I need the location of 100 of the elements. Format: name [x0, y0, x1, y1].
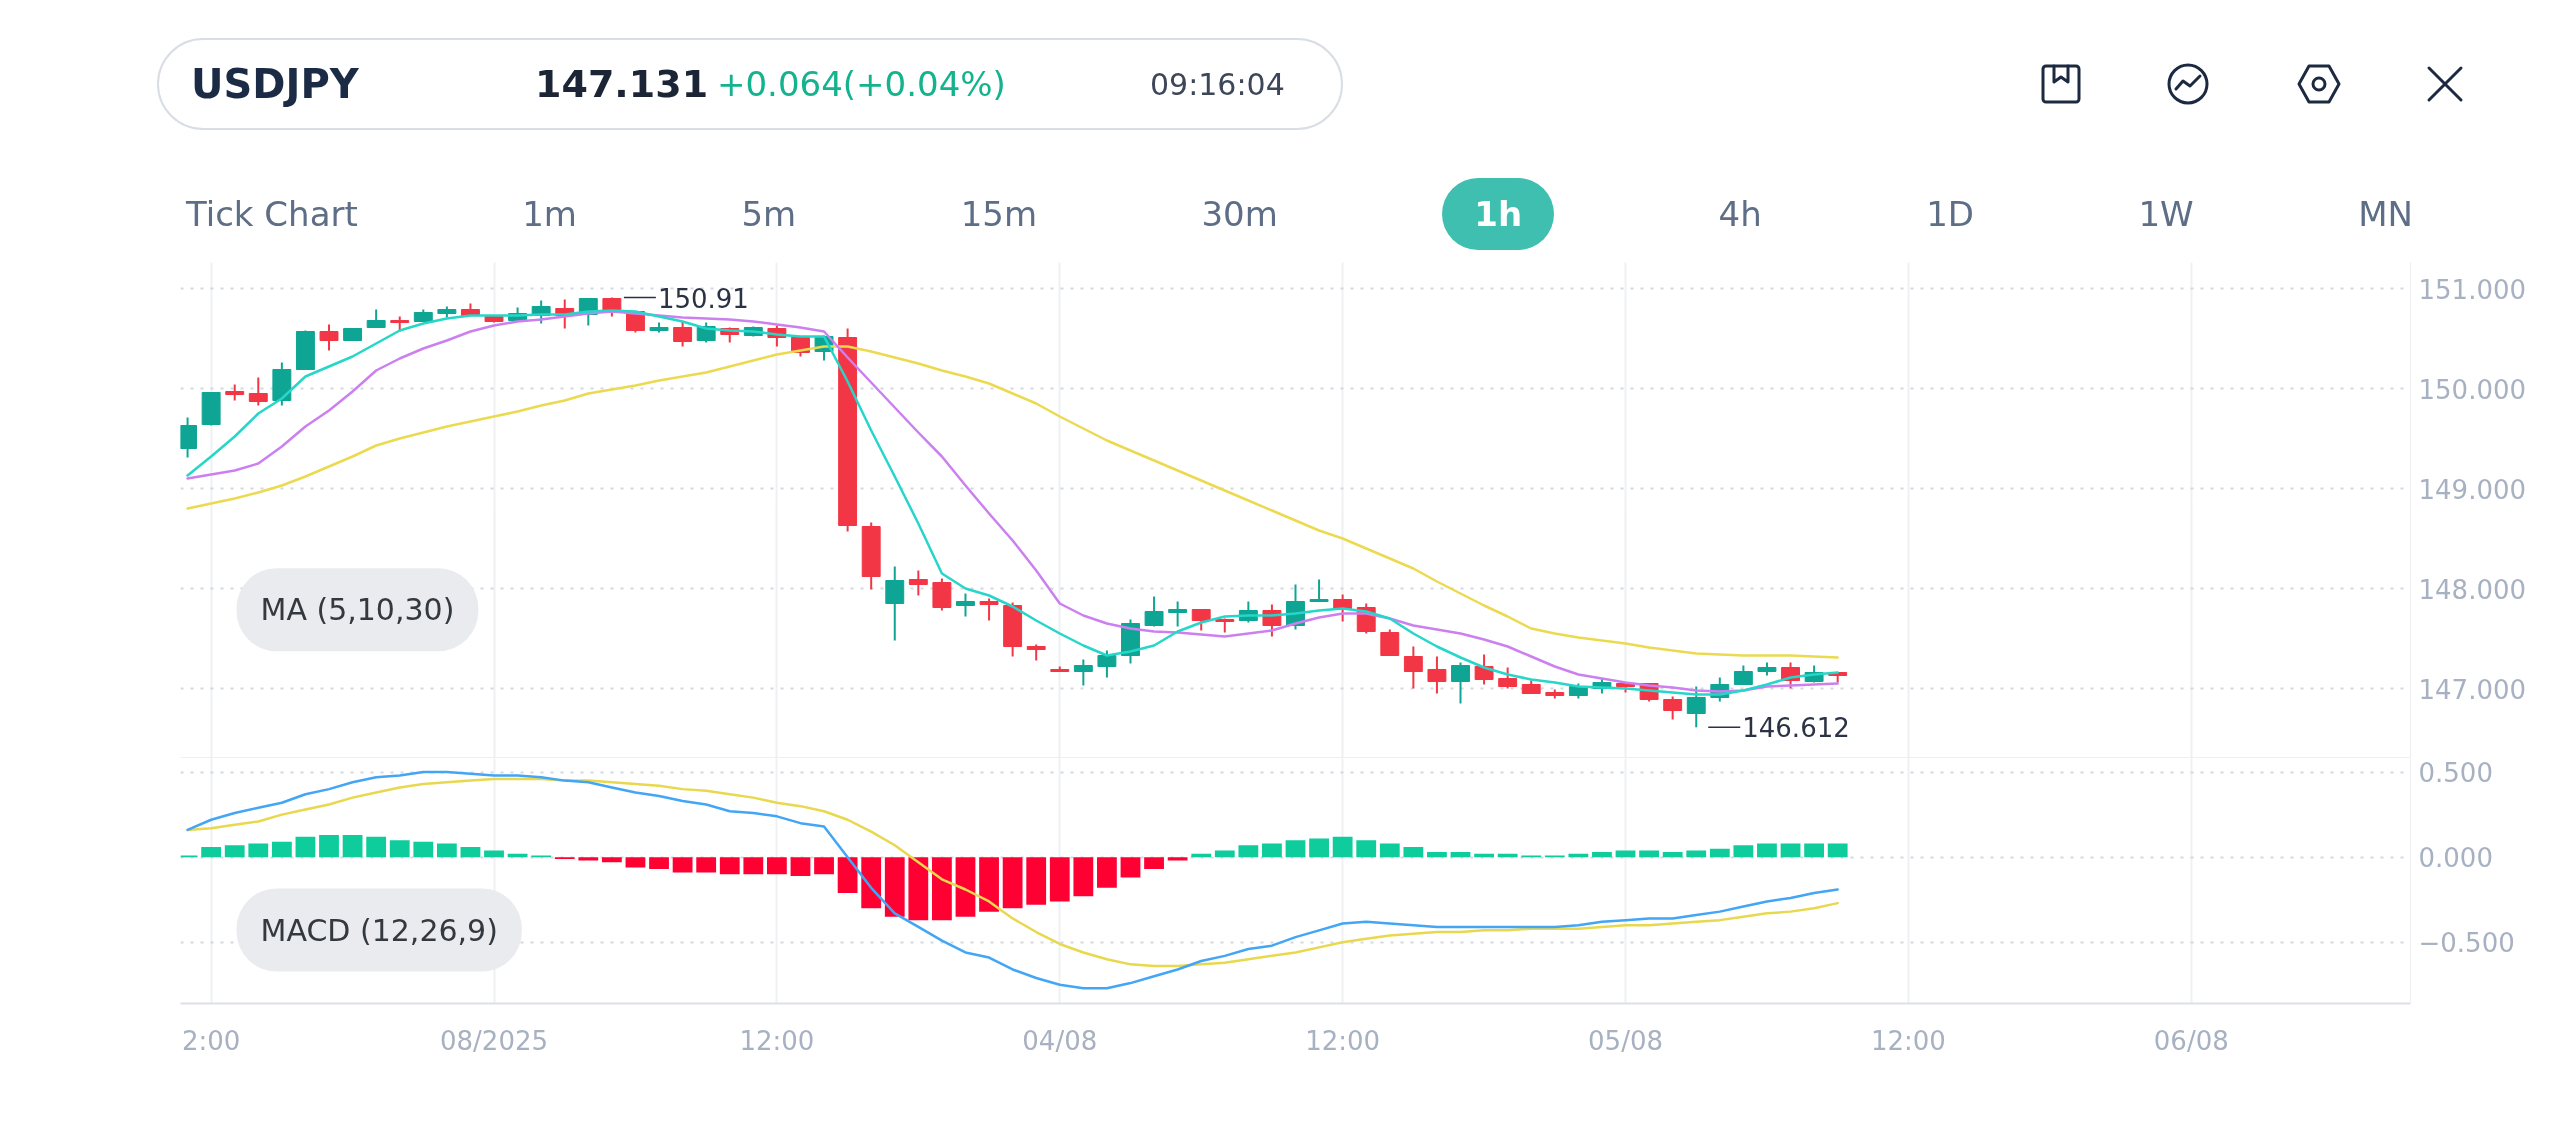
bar [1073, 857, 1094, 897]
y-tick-label: −0.500 [2418, 928, 2515, 959]
text: 15m [960, 193, 1038, 236]
bar [1592, 852, 1612, 858]
bar [1238, 845, 1259, 858]
bar [1026, 857, 1047, 905]
bar [578, 857, 599, 861]
bar [342, 835, 363, 858]
text: +0.064(+0.04%) [717, 63, 1006, 106]
bar [1332, 836, 1353, 858]
y-tick-label: 0.000 [2418, 843, 2493, 874]
bar [460, 846, 481, 858]
bar [1804, 843, 1825, 858]
y-tick-label: 0.500 [2418, 758, 2493, 789]
bar [1191, 853, 1212, 858]
bar [319, 835, 339, 858]
candlestick [1498, 666, 1518, 690]
text: 1W [2138, 193, 2194, 236]
bar [436, 843, 457, 858]
x-tick-label: 12:00 [1305, 1025, 1381, 1056]
bar [814, 857, 834, 875]
candlestick [979, 597, 999, 622]
candlestick [1451, 661, 1470, 705]
bar [719, 857, 740, 875]
bar [1757, 843, 1777, 858]
bar [884, 857, 905, 917]
bar [1356, 840, 1377, 858]
candlestick [1403, 645, 1423, 690]
bar [1285, 840, 1306, 858]
bar [979, 857, 999, 912]
candlestick [673, 320, 693, 348]
bar [649, 857, 669, 870]
y-tick-label: 150.000 [2418, 374, 2527, 405]
bar [790, 857, 811, 876]
bar [766, 857, 787, 875]
bar [1002, 857, 1023, 909]
x-tick-label: 2:00 [181, 1025, 241, 1056]
x-tick-label: 12:00 [1870, 1025, 1946, 1056]
candlestick [319, 323, 339, 352]
candlestick [1073, 658, 1093, 687]
annotation: MA (5,10,30) [260, 592, 455, 628]
text: 1D [1926, 193, 1975, 236]
text: 4h [1718, 193, 1762, 236]
bar [484, 850, 504, 858]
bar [1827, 843, 1848, 858]
text: USDJPY [191, 60, 359, 109]
candlestick [1380, 628, 1400, 657]
candlestick [956, 592, 975, 618]
bar [672, 857, 693, 873]
x-tick-label: 04/08 [1022, 1025, 1098, 1056]
annotation: 146.612 [1742, 713, 1850, 744]
bar [1450, 852, 1471, 858]
bar [1120, 857, 1141, 878]
bar [389, 840, 410, 858]
bar [224, 845, 245, 858]
bar [1568, 853, 1589, 858]
candlestick [248, 376, 268, 407]
candlestick [180, 416, 198, 459]
bar [1639, 850, 1659, 858]
text: 147.131 [535, 61, 709, 108]
x-tick-label: 05/08 [1588, 1025, 1663, 1056]
x-tick-label: 08/2025 [440, 1025, 549, 1056]
candlestick [1191, 608, 1211, 632]
x-tick-label: 06/08 [2153, 1025, 2229, 1056]
candlestick [1427, 655, 1447, 695]
candlestick [885, 565, 905, 642]
y-tick-label: 148.000 [2418, 574, 2527, 605]
bar [861, 857, 882, 909]
y-tick-label: 147.000 [2418, 674, 2527, 705]
annotation: MACD (12,26,9) [260, 912, 498, 948]
bar [201, 846, 222, 858]
bar [1686, 850, 1707, 858]
candlestick [908, 569, 928, 597]
candlestick [1733, 664, 1753, 686]
bar [743, 857, 764, 875]
candlestick [1144, 595, 1164, 628]
bar [271, 841, 292, 858]
bar [837, 857, 858, 893]
bar [601, 857, 622, 863]
bar [955, 857, 976, 917]
candlestick [1097, 649, 1117, 679]
text: 1m [522, 193, 577, 236]
text: 30m [1201, 193, 1278, 236]
bar [1379, 843, 1400, 858]
bar [1615, 850, 1636, 858]
bar [1262, 843, 1282, 858]
bar [1780, 843, 1801, 858]
x-tick-label: 12:00 [739, 1025, 815, 1056]
bar [625, 857, 646, 868]
y-tick-label: 149.000 [2418, 474, 2527, 505]
bar [413, 841, 434, 858]
bar [1167, 857, 1188, 861]
text: 09:16:04 [1150, 66, 1285, 104]
bar [248, 843, 269, 858]
text: MN [2358, 193, 2413, 236]
text: 5m [741, 193, 797, 236]
bar [1709, 848, 1730, 858]
candlestick [1686, 685, 1706, 729]
text: Tick Chart [186, 193, 358, 236]
bar [1662, 852, 1683, 858]
